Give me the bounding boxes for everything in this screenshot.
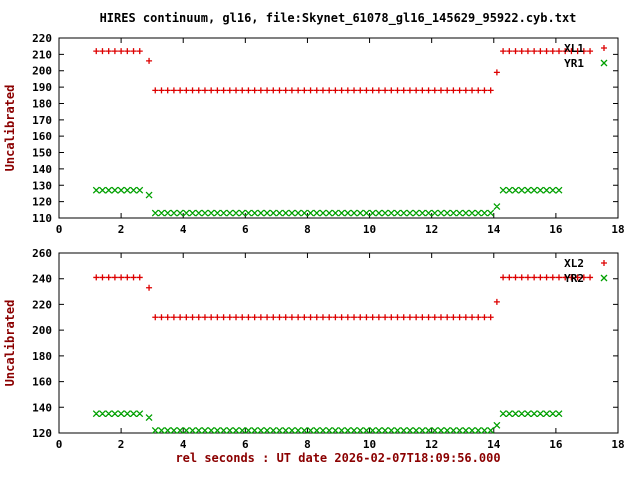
- legend-marker-XL2: [601, 260, 607, 266]
- x-tick-label: 14: [487, 438, 501, 451]
- x-tick-label: 6: [242, 438, 249, 451]
- series-YR2-points: [92, 410, 563, 434]
- y-tick-label: 180: [32, 97, 52, 110]
- y-tick-label: 130: [32, 179, 52, 192]
- y-tick-label: 120: [32, 196, 52, 209]
- x-axis-label: rel seconds : UT date 2026-02-07T18:09:5…: [175, 451, 500, 465]
- y-tick-label: 110: [32, 212, 52, 225]
- x-tick-label: 2: [118, 438, 125, 451]
- y-tick-label: 150: [32, 147, 52, 160]
- y-tick-label: 180: [32, 350, 52, 363]
- x-tick-label: 0: [56, 438, 63, 451]
- x-tick-label: 16: [549, 438, 563, 451]
- y-tick-label: 160: [32, 376, 52, 389]
- y-tick-label: 260: [32, 247, 52, 260]
- y-tick-label: 240: [32, 273, 52, 286]
- x-tick-label: 8: [304, 438, 311, 451]
- x-tick-label: 2: [118, 223, 125, 236]
- plot2-y-axis-label: Uncalibrated: [3, 300, 17, 387]
- y-tick-label: 220: [32, 32, 52, 45]
- x-tick-label: 14: [487, 223, 501, 236]
- plot1-area: 0 2 4 6 8 10 12 14 16 18 110 120 130 140 150 160 170 180 1…: [32, 32, 625, 236]
- x-tick-label: 8: [304, 223, 311, 236]
- y-tick-label: 210: [32, 48, 52, 61]
- legend-label-YR1: YR1: [564, 57, 584, 70]
- plot2-area: 0 2 4 6 8 10 12 14 16 18 120 140 160 180 200 220 240 260 X…: [32, 247, 625, 451]
- y-tick-label: 160: [32, 130, 52, 143]
- x-tick-label: 16: [549, 223, 563, 236]
- x-tick-label: 12: [425, 438, 438, 451]
- legend-label-XL1: XL1: [564, 42, 584, 55]
- y-tick-label: 200: [32, 65, 52, 78]
- x-tick-label: 18: [611, 438, 624, 451]
- y-tick-label: 140: [32, 401, 52, 414]
- plot1-y-axis-label: Uncalibrated: [3, 85, 17, 172]
- y-tick-label: 200: [32, 324, 52, 337]
- legend-marker-XL1: [601, 45, 607, 51]
- plot-border: [58, 37, 619, 219]
- y-tick-label: 140: [32, 163, 52, 176]
- y-tick-label: 190: [32, 81, 52, 94]
- x-tick-label: 0: [56, 223, 63, 236]
- y-tick-label: 120: [32, 427, 52, 440]
- series-XL1-points: [93, 48, 594, 94]
- legend-marker-YR1: [600, 59, 608, 67]
- series-XL2-points: [93, 274, 594, 321]
- y-tick-label: 170: [32, 114, 52, 127]
- x-tick-label: 12: [425, 223, 438, 236]
- series-YR1-points: [92, 186, 563, 217]
- legend-label-YR2: YR2: [564, 272, 584, 285]
- y-tick-label: 220: [32, 298, 52, 311]
- legend-label-XL2: XL2: [564, 257, 584, 270]
- x-tick-label: 4: [180, 438, 187, 451]
- legend-marker-YR2: [600, 274, 608, 282]
- chart-title: HIRES continuum, gl16, file:Skynet_61078…: [100, 11, 577, 26]
- x-tick-label: 6: [242, 223, 249, 236]
- x-tick-label: 10: [363, 438, 376, 451]
- x-tick-label: 18: [611, 223, 624, 236]
- x-tick-label: 4: [180, 223, 187, 236]
- tick-marks: [58, 252, 619, 434]
- x-tick-label: 10: [363, 223, 376, 236]
